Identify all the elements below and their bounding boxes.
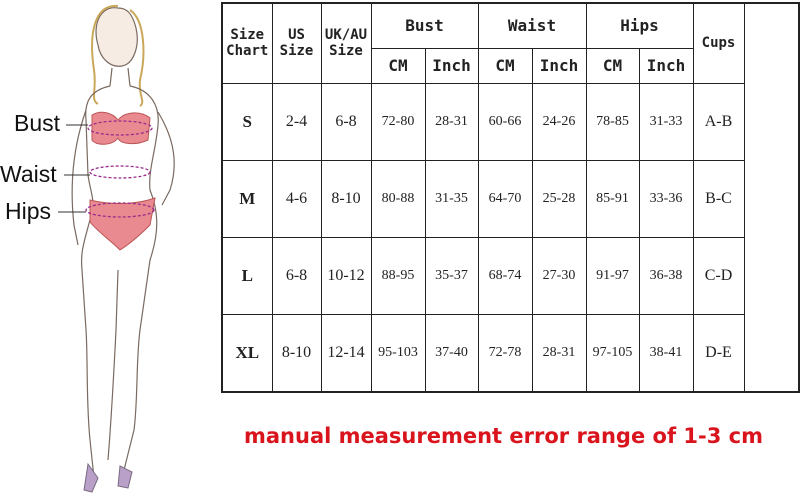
measurement-note: manual measurement error range of 1-3 cm	[244, 424, 763, 448]
cell-bust-cm: 72-80	[370, 82, 426, 161]
waist-label: Waist	[0, 161, 57, 187]
header-hips-cm: CM	[585, 47, 640, 84]
cell-hips-in: 38-41	[638, 313, 694, 392]
header-bust-inch: Inch	[424, 47, 479, 84]
header-cups: Cups	[692, 2, 745, 84]
cell-bust-in: 28-31	[424, 82, 479, 161]
cell-cups: C-D	[692, 236, 745, 315]
cell-waist-cm: 64-70	[477, 159, 533, 238]
cell-bust-cm: 80-88	[370, 159, 426, 238]
cell-uk: 12-14	[320, 313, 372, 392]
cell-waist-in: 25-28	[531, 159, 587, 238]
cell-uk: 8-10	[320, 159, 372, 238]
bust-label: Bust	[14, 110, 61, 136]
table-row: XL 8-10 12-14 95-103 37-40 72-78 28-31 97-105 38…	[221, 313, 799, 392]
cell-waist-cm: 60-66	[477, 82, 533, 161]
cell-waist-in: 27-30	[531, 236, 587, 315]
table-row: S 2-4 6-8 72-80 28-31 60-66 24-26 78-85 31-33 A-B	[221, 82, 799, 161]
header-us-size: US Size	[271, 2, 322, 84]
header-size-chart: Size Chart	[221, 2, 273, 84]
cell-cups: B-C	[692, 159, 745, 238]
cell-size: L	[221, 236, 273, 315]
header-bust-cm: CM	[370, 47, 426, 84]
cell-us: 6-8	[271, 236, 322, 315]
cell-size: M	[221, 159, 273, 238]
cell-bust-in: 31-35	[424, 159, 479, 238]
cell-hips-in: 33-36	[638, 159, 694, 238]
cell-size: S	[221, 82, 273, 161]
cell-bust-cm: 88-95	[370, 236, 426, 315]
table-row: L 6-8 10-12 88-95 35-37 68-74 27-30 91-97 36-38 C…	[221, 236, 799, 315]
cell-us: 8-10	[271, 313, 322, 392]
header-uk-au-size: UK/AU Size	[320, 2, 372, 84]
briefs	[89, 197, 156, 251]
cell-hips-cm: 85-91	[585, 159, 640, 238]
cell-hips-in: 31-33	[638, 82, 694, 161]
table-row: M 4-6 8-10 80-88 31-35 64-70 25-28 85-91 33-36 B-…	[221, 159, 799, 238]
header-waist-cm: CM	[477, 47, 533, 84]
cell-bust-in: 35-37	[424, 236, 479, 315]
model-illustration	[58, 4, 175, 493]
cell-hips-cm: 97-105	[585, 313, 640, 392]
cell-uk: 6-8	[320, 82, 372, 161]
cell-hips-cm: 91-97	[585, 236, 640, 315]
cell-hips-in: 36-38	[638, 236, 694, 315]
cell-bust-in: 37-40	[424, 313, 479, 392]
header-waist: Waist	[477, 2, 587, 49]
size-chart-table: Size Chart US Size UK/AU Size Bust Waist…	[221, 2, 800, 393]
bra	[91, 111, 151, 145]
hips-label: Hips	[5, 198, 52, 224]
header-bust: Bust	[370, 2, 479, 49]
header-hips-inch: Inch	[638, 47, 694, 84]
cell-uk: 10-12	[320, 236, 372, 315]
cell-size: XL	[221, 313, 273, 392]
cell-waist-cm: 68-74	[477, 236, 533, 315]
cell-us: 2-4	[271, 82, 322, 161]
cell-waist-in: 28-31	[531, 313, 587, 392]
cell-us: 4-6	[271, 159, 322, 238]
header-hips: Hips	[585, 2, 694, 49]
cell-cups: D-E	[692, 313, 745, 392]
cell-bust-cm: 95-103	[370, 313, 426, 392]
header-waist-inch: Inch	[531, 47, 587, 84]
cell-hips-cm: 78-85	[585, 82, 640, 161]
cell-waist-in: 24-26	[531, 82, 587, 161]
cell-cups: A-B	[692, 82, 745, 161]
cell-waist-cm: 72-78	[477, 313, 533, 392]
